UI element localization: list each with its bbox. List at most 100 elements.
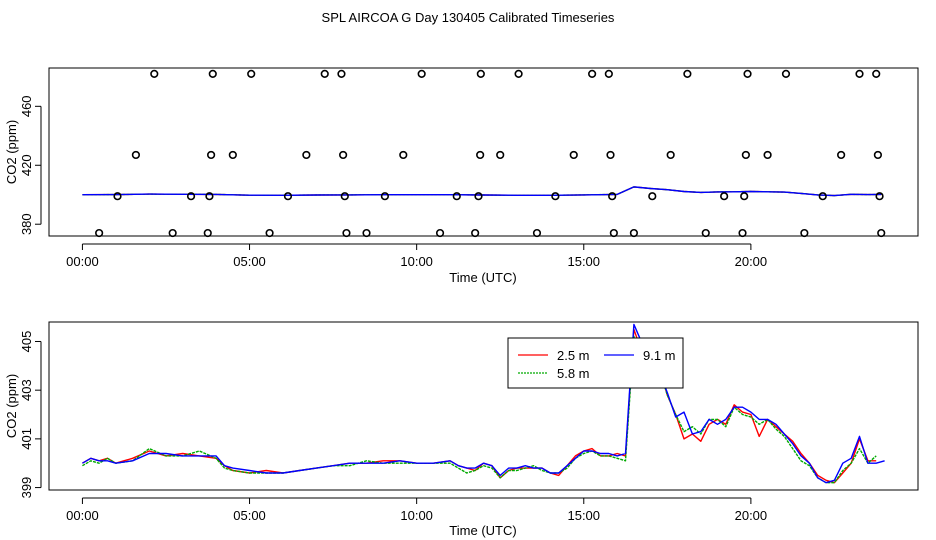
- flag-point: [399, 150, 408, 160]
- flag-point: [476, 69, 485, 78]
- flag-point: [763, 150, 772, 160]
- flag-point: [604, 69, 613, 78]
- legend-box: [507, 337, 684, 389]
- top-y-axis: 380 420 460: [19, 95, 42, 235]
- x-tick-label: 20:00: [735, 508, 768, 523]
- flag-point: [342, 228, 351, 238]
- bottom-panel: 00:00 05:00 10:00 15:00 20:00 399 401 403 405 T…: [4, 321, 919, 538]
- flag-point: [800, 228, 809, 238]
- flag-point: [186, 192, 196, 201]
- flag-point: [781, 69, 791, 78]
- flag-point: [95, 228, 104, 238]
- x-tick-label: 10:00: [400, 508, 433, 523]
- flag-point: [474, 192, 483, 201]
- flag-point: [551, 192, 560, 201]
- flag-point: [168, 228, 177, 238]
- bottom-x-axis: 00:00 05:00 10:00 15:00 20:00: [66, 497, 768, 523]
- flag-point: [417, 69, 426, 78]
- flag-point: [340, 192, 349, 201]
- flag-point: [588, 69, 597, 78]
- flag-point: [608, 192, 617, 201]
- legend-label-2-5m: 2.5 m: [557, 348, 590, 363]
- flag-point: [606, 150, 615, 160]
- flag-point: [496, 150, 505, 160]
- flag-point: [873, 150, 882, 160]
- top-panel: 00:00 05:00 10:00 15:00 20:00 380 420 460 Time…: [4, 67, 919, 285]
- flag-point: [380, 192, 390, 201]
- legend: 2.5 m 9.1 m 5.8 m: [507, 337, 684, 389]
- flag-point: [150, 69, 159, 78]
- flag-point: [683, 69, 692, 78]
- flag-point: [228, 150, 237, 160]
- flag-point: [875, 192, 884, 201]
- x-tick-label: 20:00: [735, 254, 768, 269]
- x-tick-label: 00:00: [66, 508, 99, 523]
- flag-point: [131, 150, 140, 160]
- x-tick-label: 10:00: [400, 254, 433, 269]
- flag-point: [648, 192, 657, 201]
- top-series-group: [82, 186, 882, 197]
- flag-point: [877, 228, 886, 238]
- flag-point: [855, 69, 864, 78]
- flag-point: [532, 228, 542, 238]
- series-line-2-5-m: [82, 328, 877, 484]
- flag-point: [872, 69, 881, 78]
- flag-point: [471, 228, 480, 238]
- flag-point: [741, 150, 750, 160]
- y-tick-label: 399: [19, 477, 34, 499]
- figure-title: SPL AIRCOA G Day 130405 Calibrated Times…: [322, 10, 615, 25]
- series-line-5-8-m: [82, 335, 877, 484]
- x-tick-label: 05:00: [233, 508, 266, 523]
- bottom-y-axis-label: CO2 (ppm): [4, 374, 19, 438]
- flag-point: [837, 150, 846, 160]
- top-x-axis: 00:00 05:00 10:00 15:00 20:00: [66, 243, 768, 269]
- flag-point: [302, 150, 311, 160]
- flag-point: [720, 192, 729, 201]
- flag-point: [247, 69, 256, 78]
- bottom-x-axis-label: Time (UTC): [449, 523, 516, 538]
- flag-point: [738, 228, 747, 238]
- flag-point: [701, 228, 710, 238]
- y-tick-label: 460: [19, 95, 34, 117]
- flag-point: [743, 69, 752, 78]
- flag-point: [435, 228, 445, 238]
- flag-point: [203, 228, 212, 238]
- y-tick-label: 403: [19, 379, 34, 401]
- x-tick-label: 05:00: [233, 254, 266, 269]
- top-y-axis-label: CO2 (ppm): [4, 120, 19, 184]
- y-tick-label: 405: [19, 331, 34, 353]
- flag-point: [205, 192, 214, 201]
- flag-point: [283, 192, 293, 201]
- x-tick-label: 00:00: [66, 254, 99, 269]
- legend-label-5-8m: 5.8 m: [557, 366, 590, 381]
- flag-point: [265, 228, 274, 238]
- top-plot-frame: [48, 67, 919, 237]
- flag-point: [514, 69, 523, 78]
- flag-point: [362, 228, 371, 238]
- top-x-axis-label: Time (UTC): [449, 270, 516, 285]
- flag-point: [339, 150, 348, 160]
- x-tick-label: 15:00: [567, 508, 600, 523]
- y-tick-label: 401: [19, 428, 34, 450]
- flag-point: [452, 192, 461, 201]
- flag-point: [569, 150, 578, 160]
- bottom-series-group: [82, 323, 885, 484]
- flag-point: [609, 228, 618, 238]
- y-tick-label: 420: [19, 154, 34, 176]
- flag-point: [113, 192, 122, 201]
- series-line-9-1-m: [82, 323, 885, 484]
- flag-point: [320, 69, 329, 78]
- flag-point: [740, 192, 749, 201]
- flag-point: [818, 192, 827, 201]
- bottom-plot-frame: [48, 321, 919, 491]
- flag-point: [666, 150, 675, 160]
- flag-point: [207, 150, 216, 160]
- flag-point: [208, 69, 217, 78]
- bottom-y-axis: 399 401 403 405: [19, 331, 42, 499]
- x-tick-label: 15:00: [567, 254, 600, 269]
- y-tick-label: 380: [19, 213, 34, 235]
- legend-label-9-1m: 9.1 m: [643, 348, 676, 363]
- flag-point: [629, 228, 639, 238]
- series-line-9-1-m: [82, 186, 882, 197]
